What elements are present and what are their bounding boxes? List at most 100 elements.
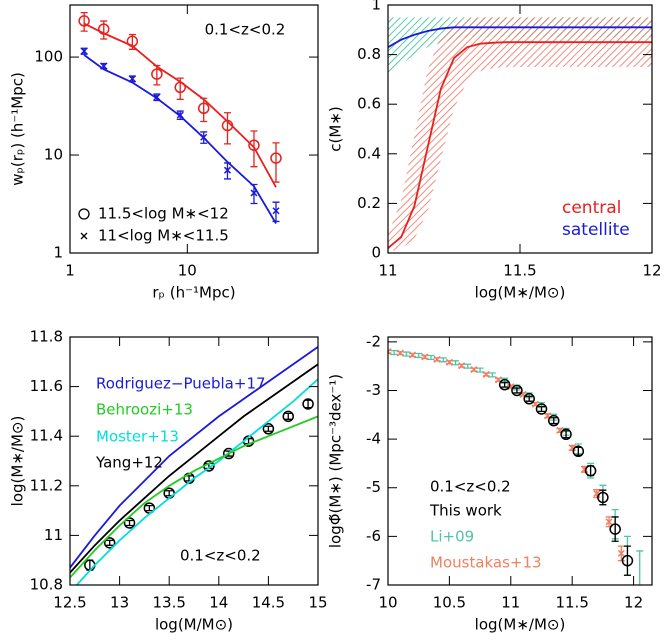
annotation: 0.1<z<0.2 [180, 547, 261, 565]
point [409, 351, 417, 359]
point [282, 410, 294, 423]
annotation: 0.1<z<0.2 [205, 21, 286, 39]
plot-area [388, 17, 652, 252]
error-bar [145, 504, 153, 512]
error-bar [304, 399, 312, 409]
point [221, 119, 234, 132]
legend-label: Moustakas+13 [430, 554, 542, 572]
y-axis-label: wₚ(rₚ) (h⁻¹Mpc) [9, 72, 27, 186]
legend-label: Yang+12 [95, 454, 163, 472]
error-bar [165, 490, 173, 497]
legend-label: This work [429, 502, 502, 520]
point [584, 464, 597, 477]
point [396, 349, 404, 357]
legend-label: Moster+13 [96, 428, 179, 446]
x-axis-label: log(M/M⊙) [155, 616, 233, 634]
error-bar [402, 351, 410, 357]
y-tick-label: 0.4 [357, 144, 381, 162]
error-bar [587, 465, 595, 477]
plot-area [388, 348, 644, 585]
x-tick-label: 12 [642, 262, 661, 280]
x-tick-label: 11.5 [503, 262, 536, 280]
error-bar [537, 405, 545, 413]
error-bar [452, 360, 460, 366]
band [388, 17, 652, 252]
plot-area [78, 12, 282, 224]
error-bar [223, 112, 231, 145]
error-bar [284, 412, 292, 420]
y-tick-label: 11 [44, 526, 63, 544]
y-axis-label: log(M∗/M⊙) [9, 416, 27, 507]
point [248, 139, 260, 151]
point [482, 370, 490, 378]
x-tick-label: 14.5 [252, 594, 285, 612]
legend-marker [78, 208, 90, 220]
x-axis-label: log(M∗/M⊙) [475, 284, 566, 302]
line [75, 378, 318, 585]
legend-label: Li+09 [430, 528, 474, 546]
panel: 11 11.5 12 0 0.2 0.4 0.6 0.8 1 log(M∗/M⊙) c(M∗) cen… [327, 0, 662, 302]
point [98, 23, 110, 35]
legend-label: satellite [562, 220, 630, 240]
y-axis-label: logΦ̃(M∗) (Mpc⁻³dex⁻¹) [327, 374, 345, 548]
point [445, 358, 453, 366]
y-tick-label: -5 [366, 478, 381, 496]
axes-frame [69, 336, 319, 586]
legend-label: 11<log M∗<11.5 [98, 227, 229, 245]
point [200, 133, 208, 141]
x-axis-label: log(M∗/M⊙) [475, 616, 566, 634]
x-tick-label: 13 [110, 594, 129, 612]
error-bar [200, 97, 208, 123]
point [262, 423, 275, 435]
y-tick-label: 100 [34, 48, 63, 66]
point [270, 152, 282, 164]
x-tick-label: 11.5 [555, 594, 588, 612]
y-tick-label: 0 [371, 244, 381, 262]
y-tick-label: 11.8 [30, 328, 63, 346]
point [617, 549, 625, 557]
x-tick-label: 10 [178, 262, 197, 280]
y-tick-label: -6 [366, 527, 381, 545]
x-tick-label: 10 [378, 594, 397, 612]
error-bar [415, 352, 423, 359]
y-tick-label: 11.4 [30, 427, 63, 445]
y-tick-label: 10 [44, 146, 63, 164]
error-bar [250, 130, 258, 168]
line [388, 41, 652, 249]
point [302, 398, 314, 410]
error-bar [106, 539, 114, 546]
panel: 1 10 1 10 100 rₚ (h⁻¹Mpc) wₚ(rₚ) (h⁻¹Mpc) 0.1<z… [9, 4, 319, 302]
point [78, 15, 90, 27]
x-tick-label: 14 [209, 594, 228, 612]
y-tick-label: -2 [366, 332, 381, 350]
error-bar [176, 77, 184, 101]
point [176, 111, 184, 119]
x-axis-label: rₚ (h⁻¹Mpc) [152, 284, 235, 302]
y-axis-label: c(M∗) [327, 106, 345, 151]
plot-area [70, 346, 318, 585]
error-bar [476, 367, 484, 373]
line [70, 346, 318, 569]
point [153, 93, 161, 101]
point [272, 207, 280, 215]
error-bar [501, 381, 509, 388]
x-tick-label: 13.5 [152, 594, 185, 612]
point [126, 35, 139, 48]
y-tick-label: -7 [366, 576, 381, 594]
y-tick-label: 10.8 [30, 576, 63, 594]
point [609, 523, 621, 535]
y-tick-label: 0.8 [357, 45, 381, 63]
point [498, 378, 511, 391]
error-bar [623, 545, 631, 576]
legend-label: Rodriguez−Puebla+17 [96, 375, 266, 393]
x-tick-label: 12 [624, 594, 643, 612]
legend-label: central [562, 198, 621, 218]
axes-frame [387, 4, 653, 254]
error-bar [513, 387, 521, 394]
legend-label: 11.5<log M∗<12 [98, 205, 229, 223]
line [70, 415, 318, 579]
x-tick-label: 11 [501, 594, 520, 612]
point [523, 393, 535, 405]
x-tick-label: 1 [65, 262, 75, 280]
